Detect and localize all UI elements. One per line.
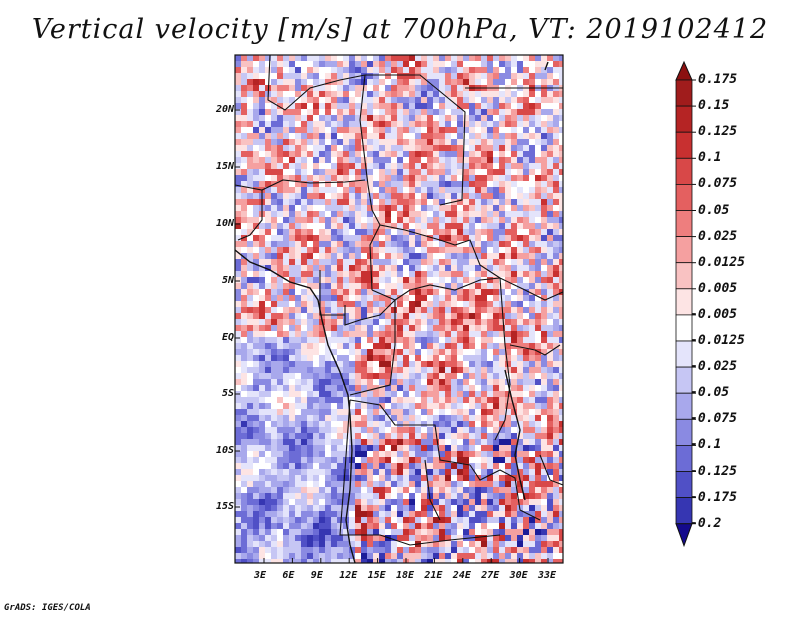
colorbar-label: -0.175 bbox=[690, 489, 737, 505]
lat-tick-label: 10S bbox=[215, 445, 234, 456]
colorbar-label: -0.2 bbox=[690, 515, 722, 531]
lon-tick-label: 33E bbox=[538, 570, 557, 581]
lat-tick-label: 20N bbox=[215, 104, 234, 115]
colorbar-segment bbox=[675, 105, 693, 133]
colorbar-segment bbox=[675, 157, 693, 185]
colorbar-bottom-arrow bbox=[675, 523, 693, 548]
colorbar-label: -0.05 bbox=[690, 385, 730, 401]
colorbar-segment bbox=[675, 131, 693, 159]
country-borders bbox=[235, 55, 563, 546]
colorbar-segment bbox=[675, 236, 693, 264]
colorbar-label: 0.15 bbox=[698, 98, 730, 114]
lat-tick-label: 15N bbox=[215, 161, 234, 172]
colorbar-label: 0.075 bbox=[698, 176, 738, 192]
lon-tick-label: 18E bbox=[396, 570, 415, 581]
colorbar-segment bbox=[675, 262, 693, 290]
lon-tick-label: 24E bbox=[452, 570, 471, 581]
colorbar-segment bbox=[675, 210, 693, 238]
lon-tick-label: 3E bbox=[254, 570, 267, 581]
lon-tick-label: 15E bbox=[367, 570, 386, 581]
latitude-tick-marks bbox=[235, 109, 240, 508]
colorbar-label: -0.0125 bbox=[690, 333, 745, 348]
colorbar-label: 0.025 bbox=[698, 228, 738, 244]
lat-tick-label: 5S bbox=[221, 388, 234, 399]
colorbar-label: 0.125 bbox=[698, 124, 738, 140]
colorbar-label: -0.025 bbox=[690, 359, 737, 375]
coastlines bbox=[235, 61, 549, 563]
lon-tick-label: 12E bbox=[339, 570, 358, 581]
colorbar-label: 0.1 bbox=[698, 150, 722, 166]
lat-tick-label: 10N bbox=[215, 218, 234, 229]
grads-credit: GrADS: IGES/COLA bbox=[4, 603, 91, 613]
lon-tick-label: 30E bbox=[509, 570, 528, 581]
colorbar-label: 0.05 bbox=[698, 202, 730, 218]
map-title: Vertical velocity [m/s] at 700hPa, VT: 2… bbox=[31, 14, 769, 45]
colorbar bbox=[675, 60, 696, 548]
lon-tick-label: 21E bbox=[424, 570, 443, 581]
vertical-velocity-field bbox=[235, 55, 563, 563]
longitude-tick-marks bbox=[263, 558, 549, 563]
colorbar-segment bbox=[675, 183, 693, 211]
lat-tick-label: 5N bbox=[221, 275, 234, 286]
colorbar-label: -0.075 bbox=[690, 411, 737, 427]
lat-tick-label: EQ bbox=[221, 332, 234, 343]
colorbar-label: -0.1 bbox=[690, 437, 722, 453]
colorbar-segment bbox=[675, 79, 693, 107]
lon-tick-label: 6E bbox=[282, 570, 295, 581]
colorbar-top-arrow bbox=[675, 60, 693, 81]
colorbar-label: -0.005 bbox=[690, 306, 737, 322]
colorbar-label: 0.175 bbox=[698, 72, 738, 87]
colorbar-label: 0.005 bbox=[698, 280, 738, 296]
colorbar-label: 0.0125 bbox=[698, 254, 745, 270]
lon-tick-label: 9E bbox=[310, 570, 323, 581]
lat-tick-label: 15S bbox=[215, 501, 234, 512]
colorbar-label: -0.125 bbox=[690, 463, 737, 479]
lon-tick-label: 27E bbox=[481, 570, 500, 581]
